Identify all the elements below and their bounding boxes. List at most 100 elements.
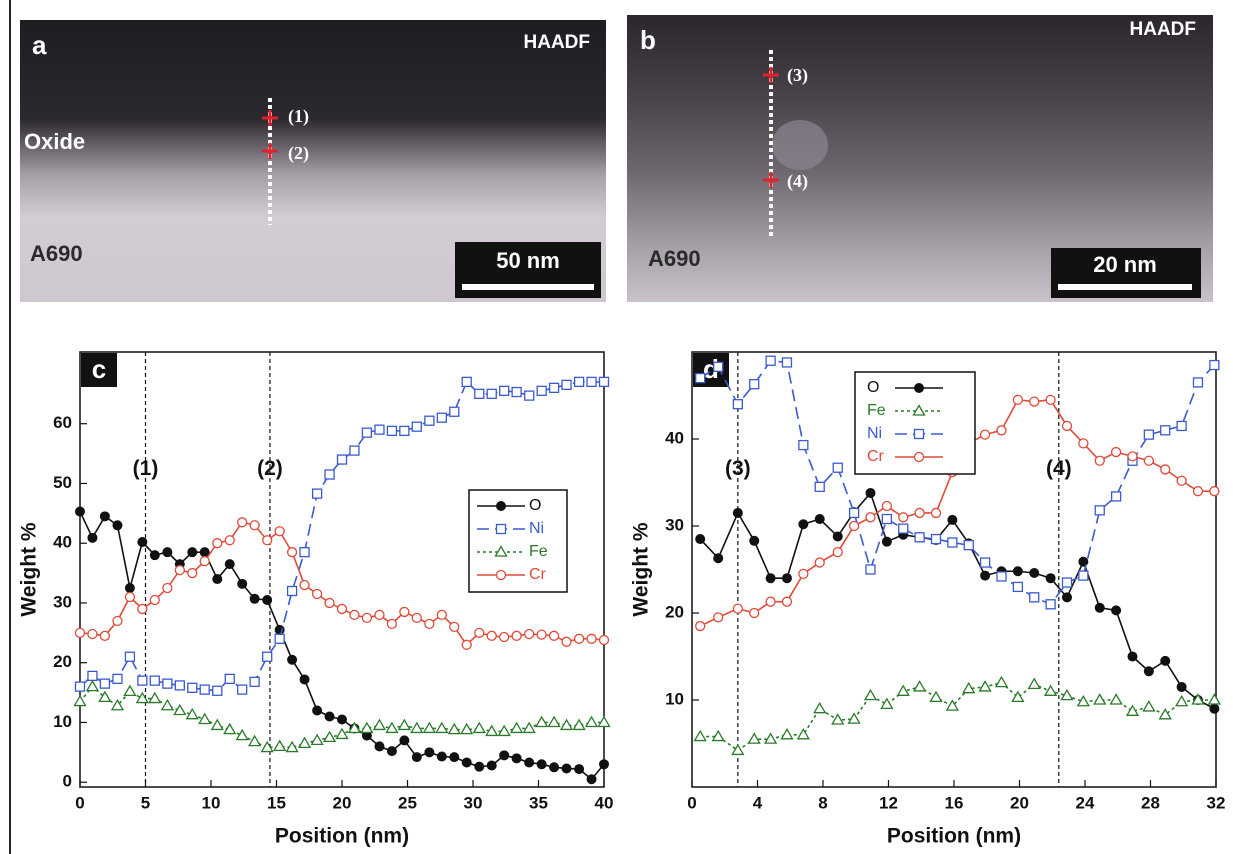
- x-tick-label: 35: [529, 793, 548, 812]
- marker: [1191, 693, 1205, 705]
- marker: [559, 718, 574, 731]
- marker: [945, 699, 959, 711]
- marker: [422, 721, 437, 734]
- marker: [399, 606, 410, 618]
- marker: [160, 698, 175, 711]
- marker: [536, 759, 547, 770]
- marker: [385, 721, 399, 734]
- marker: [486, 388, 497, 399]
- marker: [781, 357, 793, 368]
- marker: [880, 697, 894, 709]
- marker: [249, 593, 260, 604]
- y-tick-label: 40: [53, 533, 72, 552]
- marker: [898, 523, 909, 534]
- marker: [87, 532, 98, 543]
- marker: [162, 678, 173, 689]
- marker: [573, 633, 585, 644]
- region-label: A690: [30, 241, 83, 266]
- marker: [224, 535, 235, 546]
- reference-label: (2): [257, 457, 283, 480]
- marker: [561, 379, 572, 391]
- marker: [247, 734, 262, 747]
- x-tick-label: 24: [1076, 793, 1095, 812]
- marker: [310, 733, 324, 746]
- scale-bar: [1058, 284, 1192, 290]
- marker: [124, 591, 136, 603]
- marker: [386, 746, 397, 757]
- marker: [137, 603, 148, 615]
- marker: [336, 454, 348, 465]
- point-label: (4): [787, 171, 808, 192]
- feature: [772, 120, 828, 170]
- marker: [497, 724, 511, 737]
- marker: [187, 547, 198, 558]
- marker: [963, 539, 974, 551]
- y-tick-label: 40: [665, 428, 684, 447]
- marker: [411, 421, 422, 432]
- point-label: (3): [787, 65, 808, 86]
- marker: [274, 624, 285, 635]
- marker: [322, 730, 337, 743]
- marker: [947, 537, 958, 548]
- marker: [1094, 505, 1105, 516]
- marker: [1158, 707, 1172, 720]
- marker: [249, 676, 260, 687]
- marker: [798, 568, 809, 579]
- y-tick-label: 30: [53, 592, 72, 611]
- reference-label: (1): [133, 457, 159, 480]
- scale-bar-label: 20 nm: [1093, 252, 1157, 277]
- marker: [695, 620, 706, 632]
- panel-letter: a: [32, 30, 47, 60]
- marker: [549, 762, 560, 773]
- marker: [149, 594, 160, 606]
- marker: [299, 547, 310, 558]
- marker: [524, 757, 535, 768]
- marker: [461, 757, 472, 768]
- marker: [174, 680, 185, 691]
- marker: [1207, 693, 1221, 705]
- marker: [399, 735, 410, 746]
- marker: [1110, 446, 1122, 458]
- marker: [996, 425, 1007, 436]
- marker: [1125, 704, 1140, 716]
- panel-letter: d: [703, 354, 719, 384]
- marker: [299, 579, 310, 591]
- marker: [237, 684, 248, 695]
- marker: [485, 724, 499, 737]
- marker: [374, 609, 385, 621]
- marker: [112, 615, 123, 627]
- marker: [299, 674, 310, 685]
- marker: [1110, 491, 1122, 502]
- legend-marker: [914, 383, 924, 393]
- marker: [199, 547, 210, 558]
- y-tick-label: 10: [665, 689, 684, 708]
- marker: [237, 517, 248, 528]
- marker: [747, 732, 761, 744]
- marker: [1012, 566, 1023, 577]
- marker: [273, 739, 287, 752]
- marker: [561, 636, 572, 647]
- marker: [695, 534, 706, 545]
- marker: [780, 728, 794, 740]
- marker: [274, 526, 285, 537]
- marker: [1160, 655, 1171, 666]
- marker: [1029, 396, 1040, 407]
- marker: [1078, 438, 1089, 449]
- marker: [547, 715, 561, 728]
- marker: [411, 612, 422, 624]
- marker: [399, 425, 410, 437]
- marker: [511, 386, 522, 398]
- marker: [1127, 651, 1138, 662]
- marker: [1176, 681, 1187, 692]
- marker: [260, 740, 274, 753]
- marker: [1012, 394, 1024, 406]
- marker: [713, 553, 724, 564]
- marker: [947, 514, 958, 525]
- legend-marker: [494, 545, 508, 557]
- marker: [763, 732, 778, 744]
- marker: [474, 761, 485, 772]
- marker: [561, 763, 572, 774]
- legend-label: Cr: [867, 448, 885, 465]
- marker: [274, 633, 285, 644]
- marker: [573, 376, 585, 388]
